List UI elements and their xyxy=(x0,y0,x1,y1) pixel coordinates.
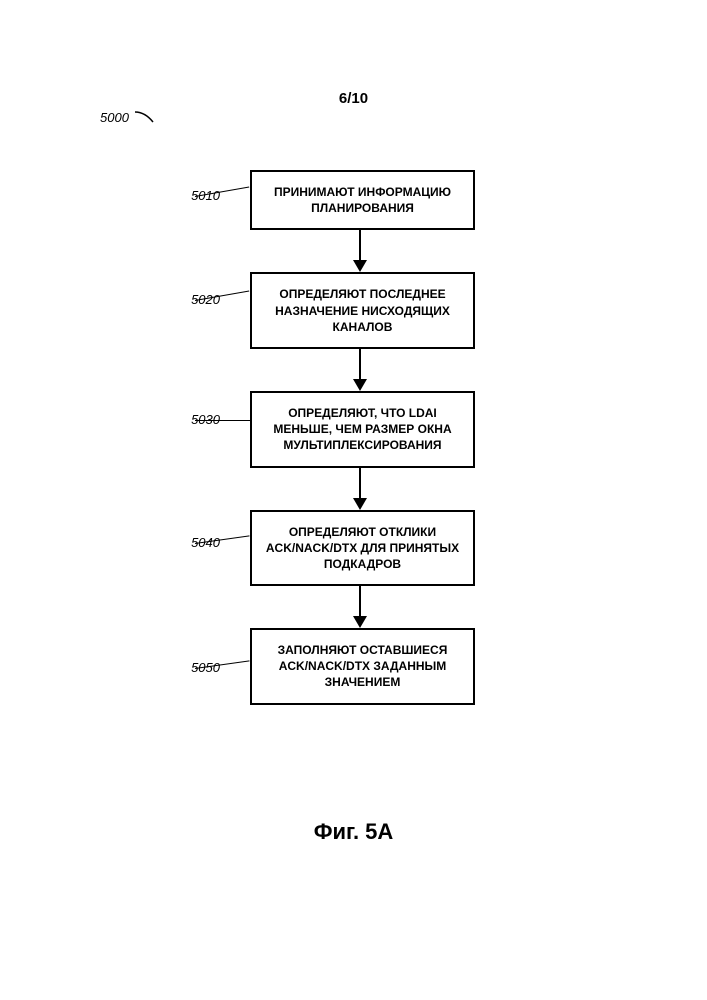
ref-5020: 5020 xyxy=(160,292,220,307)
page-number: 6/10 xyxy=(0,90,707,107)
ref-5050: 5050 xyxy=(160,660,220,675)
page: 6/10 5000 5010 5020 5030 5040 5050 ПРИНИ… xyxy=(0,0,707,1000)
ref-5000: 5000 xyxy=(100,110,163,127)
box-5050: ЗАПОЛНЯЮТ ОСТАВШИЕСЯ ACK/NACK/DTX ЗАДАНН… xyxy=(250,628,475,705)
hook-icon xyxy=(135,110,163,127)
ref-5040: 5040 xyxy=(160,535,220,550)
box-5040: ОПРЕДЕЛЯЮТ ОТКЛИКИ ACK/NACK/DTX ДЛЯ ПРИН… xyxy=(250,510,475,587)
figure-caption: Фиг. 5A xyxy=(0,819,707,845)
ref-5010: 5010 xyxy=(160,188,220,203)
box-5020: ОПРЕДЕЛЯЮТ ПОСЛЕДНЕЕ НАЗНАЧЕНИЕ НИСХОДЯЩ… xyxy=(250,272,475,349)
ref-5000-text: 5000 xyxy=(100,110,129,125)
box-5030: ОПРЕДЕЛЯЮТ, ЧТО LDAI МЕНЬШЕ, ЧЕМ РАЗМЕР … xyxy=(250,391,475,468)
flowchart: ПРИНИМАЮТ ИНФОРМАЦИЮ ПЛАНИРОВАНИЯ ОПРЕДЕ… xyxy=(240,170,480,705)
box-5010: ПРИНИМАЮТ ИНФОРМАЦИЮ ПЛАНИРОВАНИЯ xyxy=(250,170,475,230)
